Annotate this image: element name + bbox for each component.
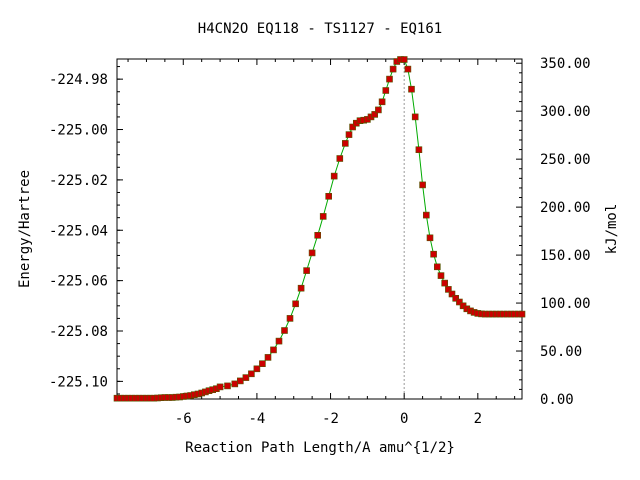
data-point (330, 172, 338, 180)
data-point (325, 193, 333, 200)
y2-tick-label: 200.00 (540, 200, 591, 216)
data-point (319, 213, 327, 220)
data-point (248, 370, 255, 378)
y2-axis-tick-labels: 0.00 50.00 100.00 150.00 200.00 250.00 300.00 3… (540, 56, 591, 408)
data-point (441, 279, 449, 287)
data-point (371, 111, 379, 118)
x-axis-tick-labels: -6 -4 -2 0 2 (175, 411, 482, 427)
y-axis-label: Energy/Hartree (17, 170, 33, 288)
y-tick-label: -225.02 (49, 173, 108, 189)
data-point (375, 106, 382, 114)
data-point (452, 294, 460, 302)
data-point (382, 87, 390, 94)
data-point (341, 140, 349, 147)
data-point (422, 211, 430, 219)
data-point (400, 56, 408, 63)
data-point (448, 290, 456, 298)
y2-tick-label: 300.00 (540, 104, 591, 120)
data-point (408, 85, 415, 93)
data-point (264, 354, 272, 361)
y-tick-label: -225.04 (49, 223, 108, 239)
data-point (426, 234, 434, 242)
data-point (349, 123, 356, 131)
data-point (242, 374, 250, 381)
x-tick-label: 2 (474, 411, 482, 427)
plot-frame (116, 58, 523, 400)
data-point (437, 272, 445, 279)
data-point (270, 346, 277, 354)
data-point (286, 315, 294, 322)
y-tick-label: -225.00 (49, 123, 108, 139)
data-point (303, 267, 310, 274)
x-axis-label: Reaction Path Length/A amu^{1/2} (185, 440, 455, 456)
data-point (308, 249, 316, 257)
data-point (415, 146, 423, 153)
y2-tick-label: 150.00 (540, 248, 591, 264)
y2-tick-label: 100.00 (540, 296, 591, 312)
y2-tick-label: 50.00 (540, 344, 582, 360)
y-tick-label: -225.06 (49, 274, 108, 290)
data-point (433, 263, 441, 271)
data-point (419, 181, 426, 189)
data-point (281, 327, 288, 334)
x-tick-label: -6 (175, 411, 192, 427)
data-point (445, 286, 452, 293)
chart-title: H4CN2O EQ118 - TS1127 - EQ161 (198, 21, 442, 37)
x-tick-label: 0 (400, 411, 408, 427)
data-point (216, 383, 224, 391)
y-tick-label: -225.10 (49, 374, 108, 390)
data-point (314, 232, 322, 239)
data-point (386, 75, 393, 83)
y2-axis-label: kJ/mol (604, 204, 620, 255)
data-point (297, 284, 305, 292)
data-point (389, 65, 397, 73)
y2-tick-label: 0.00 (540, 392, 574, 408)
data-point (237, 377, 244, 385)
y2-tick-label: 250.00 (540, 152, 591, 168)
data-point (456, 298, 463, 306)
data-point (430, 250, 437, 258)
data-point (404, 65, 412, 73)
data-point (292, 300, 299, 308)
data-point (518, 310, 526, 318)
data-point (336, 155, 344, 162)
energy-curve (117, 59, 522, 399)
data-point (275, 337, 283, 345)
data-point-markers (113, 56, 526, 402)
y-tick-label: -224.98 (49, 72, 108, 88)
data-point (231, 380, 239, 388)
x-tick-label: -2 (322, 411, 339, 427)
y-axis-tick-labels: -224.98 -225.00 -225.02 -225.04 -225.06 -225.… (49, 72, 108, 390)
data-point (378, 98, 386, 106)
data-point (224, 382, 231, 390)
data-point (259, 360, 266, 368)
data-point (345, 131, 353, 138)
x-tick-label: -4 (248, 411, 265, 427)
data-point (411, 113, 419, 121)
data-point (253, 365, 261, 373)
y-tick-label: -225.08 (49, 324, 108, 340)
y2-tick-label: 350.00 (540, 56, 591, 72)
